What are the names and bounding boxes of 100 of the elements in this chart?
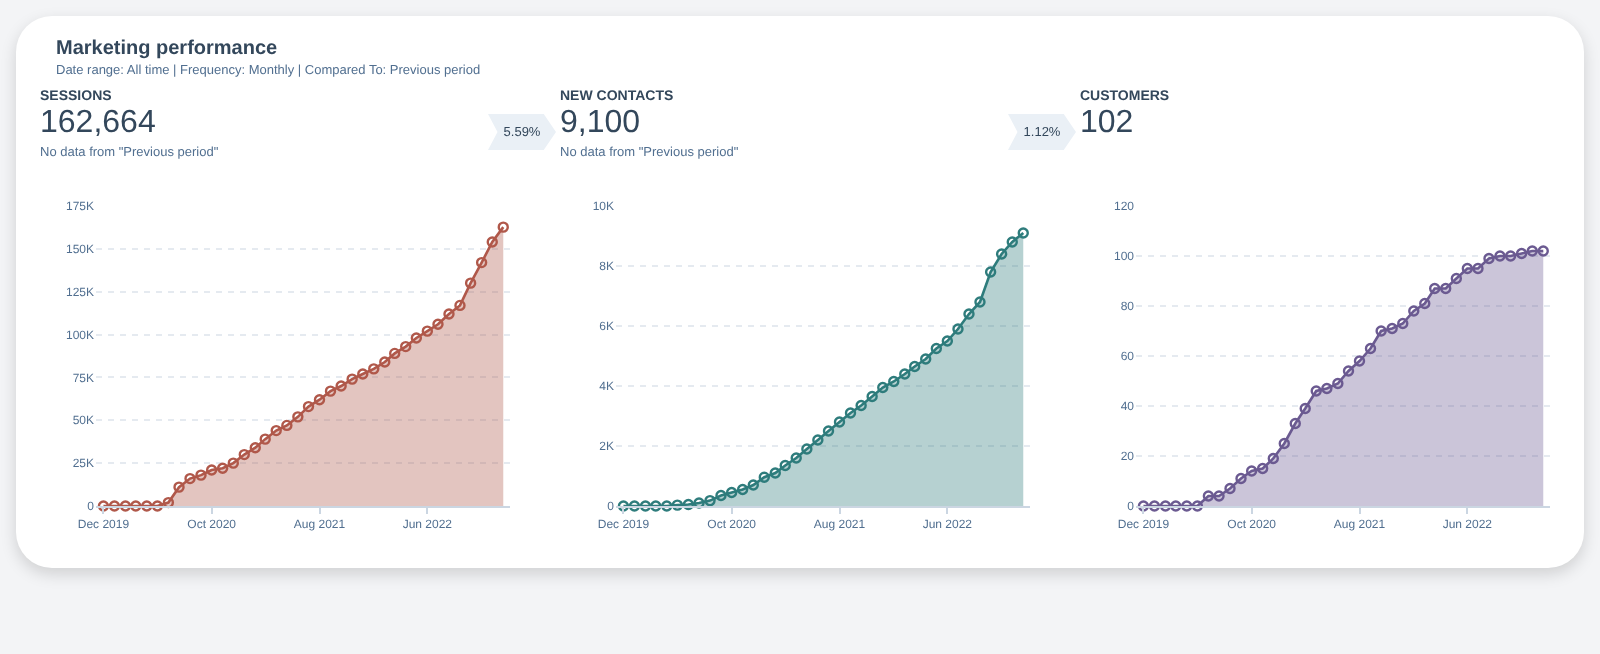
point: [639, 500, 652, 512]
point: [1386, 322, 1398, 335]
point: [1310, 385, 1322, 397]
point: [1017, 227, 1029, 239]
point: [335, 380, 347, 392]
point: [1483, 252, 1495, 265]
point: [130, 500, 142, 512]
point: [617, 500, 630, 512]
point: [963, 308, 975, 320]
point: [486, 236, 498, 248]
point: [704, 494, 716, 507]
point: [682, 498, 695, 511]
point: [1515, 247, 1528, 260]
point: [1332, 377, 1344, 390]
point: [812, 434, 824, 446]
point: [984, 266, 997, 278]
point: [1213, 490, 1225, 502]
point: [205, 464, 218, 476]
text: Marketing performance: [56, 38, 280, 60]
point: [920, 353, 932, 365]
point: [1191, 500, 1204, 512]
point: [389, 347, 401, 360]
point: [693, 497, 705, 509]
point: [1159, 500, 1172, 512]
point: [769, 467, 781, 479]
point: [249, 442, 261, 454]
point: [941, 335, 954, 347]
point: [97, 500, 110, 512]
point: [1526, 245, 1538, 257]
point: [443, 308, 455, 320]
point: [747, 479, 759, 491]
point: [162, 496, 175, 509]
point: [790, 452, 802, 464]
point: [1504, 250, 1517, 262]
point: [1289, 417, 1301, 430]
point: [1202, 490, 1215, 502]
point: [464, 277, 477, 289]
point: [281, 419, 293, 432]
point: [119, 500, 132, 512]
point: [1181, 500, 1193, 512]
point: [725, 486, 738, 499]
point: [899, 368, 911, 380]
point: [1429, 282, 1441, 295]
point: [1278, 437, 1290, 450]
point: [1148, 500, 1161, 512]
point: [270, 424, 282, 437]
point: [822, 425, 835, 437]
point: [1440, 282, 1452, 295]
point: [1472, 262, 1484, 275]
point: [108, 500, 121, 512]
point: [432, 318, 444, 330]
point: [930, 342, 943, 355]
point: [357, 368, 369, 380]
point: [313, 394, 326, 406]
point: [151, 500, 164, 512]
point: [801, 443, 813, 455]
point: [259, 433, 271, 445]
point: [1397, 317, 1409, 330]
point: [195, 469, 207, 481]
point: [216, 462, 229, 474]
point: [1137, 500, 1150, 512]
point: [400, 340, 412, 353]
point: [421, 325, 434, 337]
point: [1245, 465, 1258, 477]
point: [1364, 342, 1377, 355]
point: [1321, 382, 1333, 395]
point: [952, 323, 964, 335]
point: [909, 360, 921, 373]
point: [497, 221, 509, 233]
point: [454, 299, 466, 312]
point: [661, 500, 673, 512]
point: [324, 385, 337, 397]
point: [1006, 236, 1018, 248]
point: [779, 459, 791, 472]
point: [475, 256, 488, 269]
point: [292, 411, 304, 423]
point: [974, 296, 986, 308]
point: [1494, 250, 1506, 262]
point: [1224, 482, 1236, 495]
point: [1353, 355, 1366, 367]
point: [833, 416, 846, 428]
point: [736, 483, 749, 496]
point: [1450, 272, 1463, 285]
point: [671, 499, 684, 511]
point: [1375, 325, 1387, 337]
point: [1170, 500, 1182, 512]
point: [888, 375, 900, 388]
point: [628, 500, 641, 512]
point: [1342, 365, 1355, 377]
point: [346, 373, 358, 385]
point: [1461, 262, 1474, 275]
point: [368, 363, 380, 375]
point: [141, 500, 153, 512]
point: [855, 399, 867, 412]
point: [173, 481, 185, 493]
point: [1537, 245, 1549, 257]
point: [1267, 452, 1279, 465]
text: 9,100: [560, 106, 641, 140]
point: [995, 248, 1008, 260]
text: 162,664: [40, 106, 156, 140]
